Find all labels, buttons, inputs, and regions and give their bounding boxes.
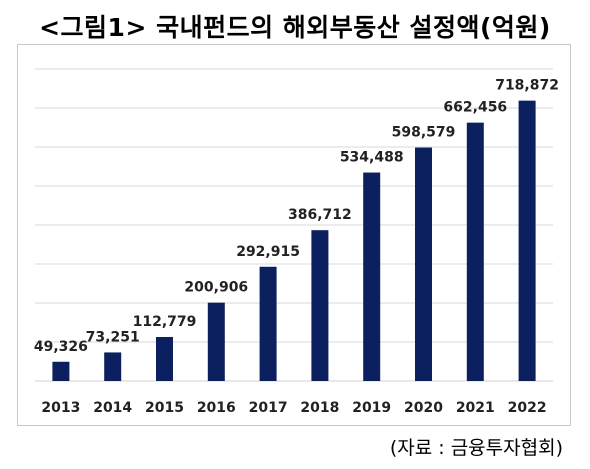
bar-2015 [156, 337, 173, 381]
bars [52, 100, 536, 382]
x-tick-label-2014: 2014 [93, 400, 132, 416]
x-tick-label-2015: 2015 [145, 400, 184, 416]
value-label-2017: 292,915 [236, 244, 300, 260]
bar-2013 [52, 361, 70, 381]
x-tick-label-2020: 2020 [404, 400, 443, 416]
bar-2018 [311, 230, 329, 381]
bar-2021 [466, 122, 484, 382]
source-note: (자료 : 금융투자협회) [389, 437, 563, 459]
value-label-2013: 49,326 [34, 339, 88, 355]
value-label-2021: 662,456 [443, 100, 507, 116]
bar-2020 [415, 147, 432, 381]
value-label-2020: 598,579 [392, 125, 456, 141]
x-tick-label-2022: 2022 [508, 400, 547, 416]
x-tick-label-2018: 2018 [300, 400, 339, 416]
value-label-2014: 73,251 [86, 329, 140, 345]
bar-2017 [259, 266, 277, 381]
value-label-2015: 112,779 [133, 314, 197, 330]
chart-frame [17, 44, 571, 426]
gridlines [35, 68, 553, 382]
bar-2014 [104, 352, 122, 381]
x-tick-label-2021: 2021 [456, 400, 495, 416]
bar-2022 [518, 100, 536, 381]
value-label-2018: 386,712 [288, 207, 352, 223]
value-label-2022: 718,872 [495, 78, 559, 94]
value-label-2019: 534,488 [340, 150, 404, 166]
x-axis-tick-labels: 2013 2014 2015 2016 2017 2018 2019 2020 2021 2022 [41, 400, 546, 416]
x-tick-label-2019: 2019 [352, 400, 391, 416]
value-label-2016: 200,906 [184, 280, 248, 296]
bar-2016 [207, 302, 225, 381]
x-tick-label-2013: 2013 [41, 400, 80, 416]
x-tick-label-2016: 2016 [197, 400, 236, 416]
chart-title: <그림1> 국내펀드의 해외부동산 설정액(억원) [39, 13, 551, 42]
bar-2019 [363, 172, 381, 381]
x-tick-label-2017: 2017 [249, 400, 288, 416]
